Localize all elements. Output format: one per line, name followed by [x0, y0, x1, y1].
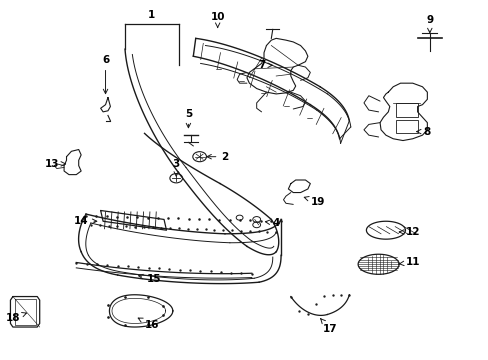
- Text: 14: 14: [74, 216, 97, 226]
- Text: 18: 18: [6, 312, 26, 323]
- Text: 13: 13: [44, 159, 65, 169]
- Text: 8: 8: [416, 127, 430, 136]
- Text: 12: 12: [399, 227, 419, 237]
- Text: 2: 2: [206, 152, 228, 162]
- Text: 5: 5: [184, 109, 192, 128]
- Text: 7: 7: [257, 60, 272, 70]
- Text: 15: 15: [138, 274, 161, 284]
- Text: 17: 17: [320, 319, 336, 334]
- Text: 11: 11: [399, 257, 419, 267]
- Text: 19: 19: [304, 197, 324, 207]
- Text: 16: 16: [138, 318, 159, 330]
- Text: 3: 3: [172, 159, 180, 176]
- Text: 10: 10: [210, 12, 224, 28]
- Text: 9: 9: [426, 15, 432, 33]
- Text: 6: 6: [102, 55, 109, 94]
- Text: 4: 4: [265, 218, 279, 228]
- Bar: [395, 103, 417, 117]
- Bar: [395, 120, 417, 134]
- Text: 1: 1: [148, 10, 155, 20]
